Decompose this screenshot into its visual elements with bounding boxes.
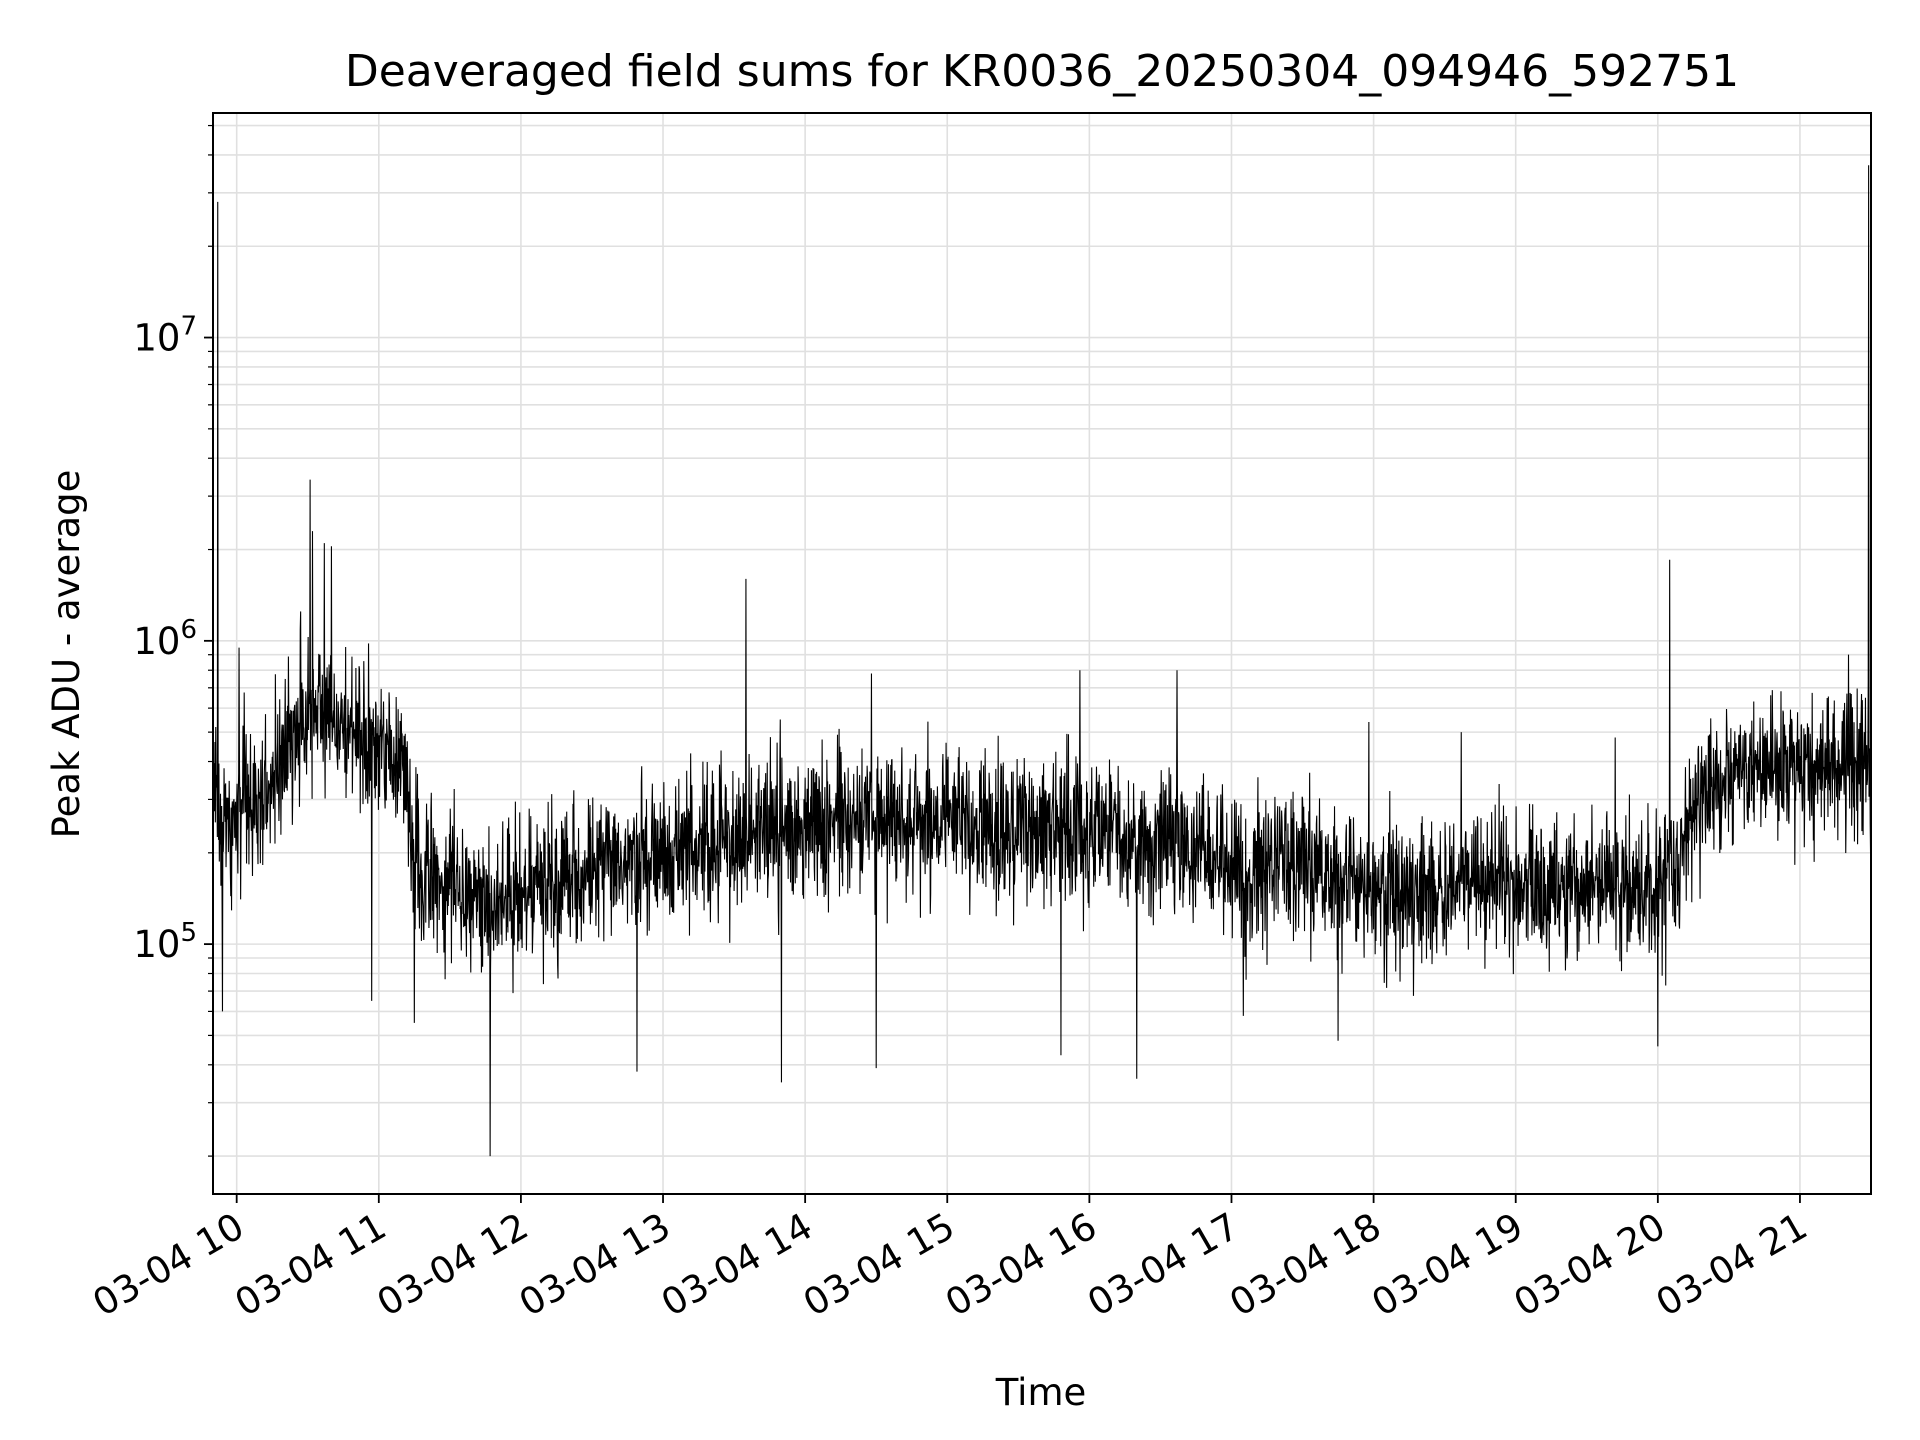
x-axis-label: Time <box>995 1371 1087 1414</box>
y-tick-label: 107 <box>133 312 197 360</box>
plot-area-frame <box>212 112 1872 1195</box>
y-axis-label: Peak ADU - average <box>45 470 88 839</box>
y-tick-label-exponent: 7 <box>180 312 197 342</box>
y-tick-label-exponent: 6 <box>180 615 197 645</box>
y-tick-label-exponent: 5 <box>180 918 197 948</box>
y-tick-label-base: 10 <box>133 620 180 663</box>
y-tick-label: 105 <box>133 918 197 966</box>
series-line <box>213 165 1871 1157</box>
series-layer <box>213 165 1871 1157</box>
y-tick-label-base: 10 <box>133 317 180 360</box>
chart-title: Deaveraged field sums for KR0036_2025030… <box>345 46 1739 97</box>
y-tick-label: 106 <box>133 615 197 663</box>
y-tick-label-base: 10 <box>133 923 180 966</box>
